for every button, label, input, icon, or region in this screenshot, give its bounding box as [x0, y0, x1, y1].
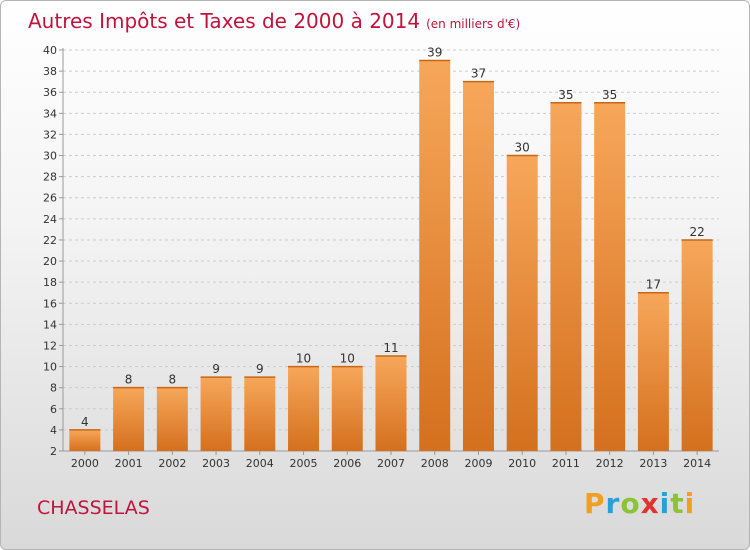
- data-label-2007: 11: [383, 341, 398, 355]
- proxiti-logo: Proxiti: [584, 487, 695, 520]
- bar-2008: [419, 60, 451, 451]
- labels: 2468101214161820222426283032343638404200…: [43, 44, 711, 470]
- logo-letter: x: [640, 487, 660, 520]
- y-tick-label: 34: [43, 107, 57, 120]
- x-tick-label-2014: 2014: [683, 457, 711, 470]
- bar-2011: [550, 102, 582, 452]
- bar-2004: [244, 377, 276, 451]
- y-tick-label: 10: [43, 361, 57, 374]
- chart-title: Autres Impôts et Taxes de 2000 à 2014 (en…: [28, 9, 520, 33]
- y-tick-label: 8: [50, 382, 57, 395]
- bar-2001: [113, 387, 145, 451]
- x-tick-label-2001: 2001: [115, 457, 143, 470]
- y-tick-label: 30: [43, 150, 57, 163]
- y-tick-label: 24: [43, 213, 57, 226]
- logo-letter: r: [605, 487, 621, 520]
- y-tick-label: 16: [43, 297, 57, 310]
- x-tick-label-2010: 2010: [508, 457, 536, 470]
- y-tick-label: 12: [43, 339, 57, 352]
- x-tick-label-2008: 2008: [421, 457, 449, 470]
- x-tick-label-2007: 2007: [377, 457, 405, 470]
- data-label-2003: 9: [212, 362, 220, 376]
- x-tick-label-2005: 2005: [290, 457, 318, 470]
- logo-letter: P: [584, 487, 606, 520]
- data-label-2010: 30: [515, 141, 530, 155]
- bar-2012: [594, 102, 626, 452]
- data-label-2002: 8: [169, 373, 177, 387]
- data-label-2006: 10: [340, 352, 355, 366]
- x-tick-label-2011: 2011: [552, 457, 580, 470]
- data-label-2005: 10: [296, 352, 311, 366]
- y-tick-label: 4: [50, 424, 57, 437]
- bar-2009: [462, 81, 494, 451]
- y-tick-label: 20: [43, 255, 57, 268]
- y-tick-label: 28: [43, 171, 57, 184]
- data-label-2000: 4: [81, 415, 89, 429]
- bar-2014: [681, 239, 713, 451]
- bar-2007: [375, 356, 407, 451]
- x-tick-label-2009: 2009: [464, 457, 492, 470]
- y-tick-label: 36: [43, 86, 57, 99]
- chart-title-text: Autres Impôts et Taxes de 2000 à 2014: [28, 9, 421, 33]
- commune-name: CHASSELAS: [37, 497, 150, 519]
- y-tick-label: 32: [43, 128, 57, 141]
- y-tick-label: 26: [43, 192, 57, 205]
- x-tick-label-2002: 2002: [158, 457, 186, 470]
- x-tick-label-2006: 2006: [333, 457, 361, 470]
- y-tick-label: 22: [43, 234, 57, 247]
- logo-letter: t: [670, 487, 685, 520]
- chart-unit: (en milliers d'€): [426, 17, 521, 31]
- bar-2002: [156, 387, 188, 451]
- bar-2010: [506, 155, 538, 452]
- data-label-2008: 39: [427, 46, 442, 60]
- bar-2000: [69, 429, 101, 451]
- x-tick-label-2012: 2012: [596, 457, 624, 470]
- data-label-2014: 22: [689, 225, 704, 239]
- y-tick-label: 14: [43, 318, 57, 331]
- x-tick-label-2004: 2004: [246, 457, 274, 470]
- bar-2006: [331, 366, 363, 451]
- data-label-2012: 35: [602, 88, 617, 102]
- y-tick-label: 38: [43, 65, 57, 78]
- data-label-2011: 35: [558, 88, 573, 102]
- data-label-2001: 8: [125, 373, 133, 387]
- y-tick-label: 40: [43, 44, 57, 57]
- bar-2005: [288, 366, 320, 451]
- data-label-2009: 37: [471, 67, 486, 81]
- y-tick-label: 6: [50, 403, 57, 416]
- logo-letter: o: [620, 487, 641, 520]
- data-label-2013: 17: [646, 278, 661, 292]
- logo-letter: i: [659, 487, 671, 520]
- bars: [69, 59, 713, 452]
- x-tick-label-2000: 2000: [71, 457, 99, 470]
- data-label-2004: 9: [256, 362, 264, 376]
- logo-letter: i: [684, 487, 696, 520]
- bar-2013: [637, 292, 669, 451]
- x-tick-label-2013: 2013: [639, 457, 667, 470]
- y-tick-label: 18: [43, 276, 57, 289]
- bar-2003: [200, 377, 232, 451]
- y-tick-label: 2: [50, 445, 57, 458]
- x-tick-label-2003: 2003: [202, 457, 230, 470]
